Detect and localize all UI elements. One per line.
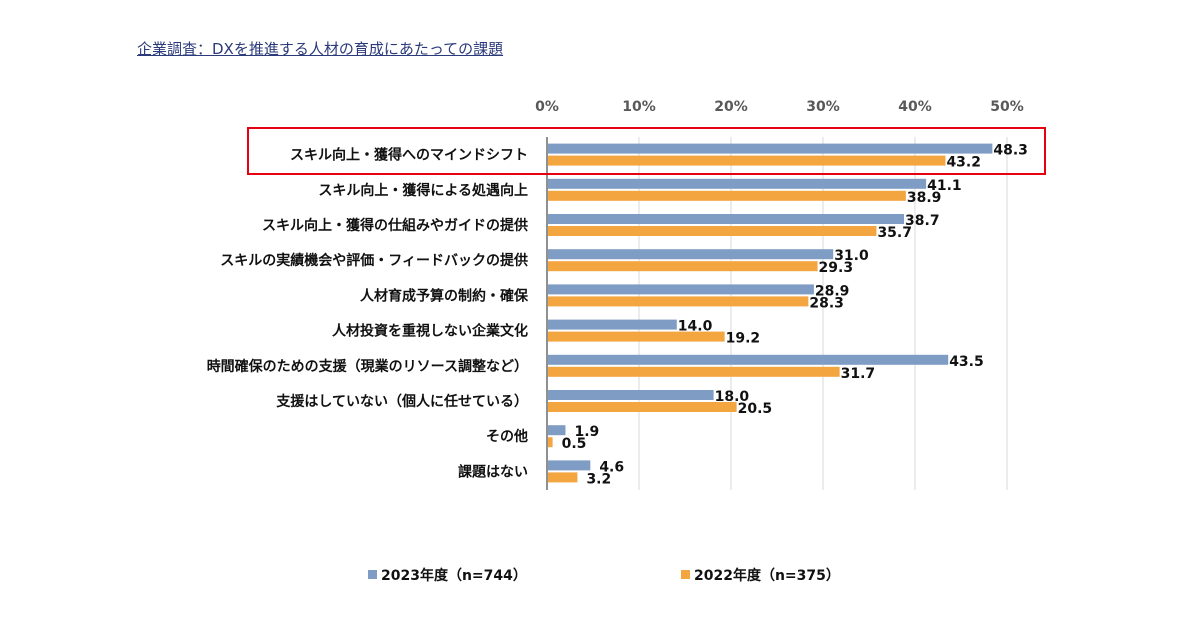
data-label: 18.0 (715, 389, 750, 405)
x-tick-label: 50% (990, 99, 1024, 115)
bar-2022 (548, 366, 840, 377)
legend-label: 2022年度（n=375） (694, 567, 840, 584)
data-label: 43.5 (949, 354, 984, 370)
bar-2022 (548, 296, 809, 307)
bar-2023 (548, 178, 927, 189)
bar-2023 (548, 425, 566, 436)
data-label: 31.0 (834, 248, 869, 264)
data-label: 0.5 (562, 436, 587, 452)
bar-2022 (548, 331, 725, 342)
chart-title: 企業調査：DXを推進する人材の育成にあたっての課題 (137, 40, 504, 58)
category-label: スキル向上・獲得へのマインドシフト (290, 147, 528, 164)
data-label: 29.3 (819, 260, 854, 276)
category-label: 人材育成予算の制約・確保 (360, 287, 529, 304)
legend-swatch (368, 570, 377, 579)
data-label: 38.9 (907, 190, 942, 206)
data-label: 28.9 (815, 283, 850, 299)
data-label: 48.3 (993, 143, 1028, 159)
data-label: 31.7 (841, 366, 876, 382)
category-label: 時間確保のための支援（現業のリソース調整など） (207, 358, 528, 375)
bar-2022 (548, 226, 877, 236)
x-tick-label: 10% (622, 99, 656, 115)
category-label: その他 (486, 428, 528, 445)
category-label: スキル向上・獲得による処遇向上 (318, 182, 528, 199)
highlight-box (247, 127, 1046, 175)
bar-2023 (548, 319, 677, 330)
data-label: 19.2 (726, 331, 761, 347)
data-label: 38.7 (905, 213, 940, 229)
data-label: 35.7 (877, 225, 912, 241)
data-label: 14.0 (678, 319, 713, 335)
data-label: 41.1 (927, 178, 962, 194)
bar-2023 (548, 284, 814, 295)
data-label: 1.9 (574, 424, 599, 440)
category-label: スキル向上・獲得の仕組みやガイドの提供 (262, 217, 528, 234)
bar-2023 (548, 460, 591, 471)
category-label: 支援はしていない（個人に任せている） (275, 393, 528, 410)
x-tick-label: 30% (806, 99, 840, 115)
bar-2022 (548, 190, 906, 201)
category-label: スキルの実績機会や評価・フィードバックの提供 (220, 252, 528, 269)
data-label: 3.2 (586, 471, 611, 487)
bar-2022 (548, 472, 578, 483)
x-tick-label: 40% (898, 99, 932, 115)
category-label: 課題はない (458, 463, 528, 480)
bar-2022 (548, 437, 553, 448)
category-label: 人材投資を重視しない企業文化 (332, 323, 528, 340)
bar-2023 (548, 143, 993, 154)
bar-2023 (548, 214, 905, 224)
bar-2023 (548, 249, 834, 260)
bar-2023 (548, 390, 714, 400)
bar-2022 (548, 402, 737, 412)
bar-2022 (548, 261, 818, 272)
legend-swatch (681, 570, 690, 579)
bar-2023 (548, 354, 949, 365)
bar-2022 (548, 155, 946, 166)
data-label: 4.6 (599, 459, 624, 475)
x-tick-label: 20% (714, 99, 748, 115)
data-label: 43.2 (946, 155, 981, 171)
data-label: 20.5 (738, 401, 773, 417)
x-tick-label: 0% (535, 99, 559, 115)
data-label: 28.3 (809, 295, 844, 311)
legend-label: 2023年度（n=744） (381, 567, 527, 584)
